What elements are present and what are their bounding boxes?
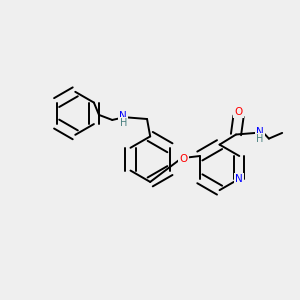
Text: N: N [256,127,264,137]
Text: O: O [179,154,188,164]
Text: N: N [236,174,243,184]
Text: N: N [119,111,127,121]
Text: H: H [120,118,127,128]
Text: H: H [256,134,264,144]
Text: O: O [234,107,243,117]
